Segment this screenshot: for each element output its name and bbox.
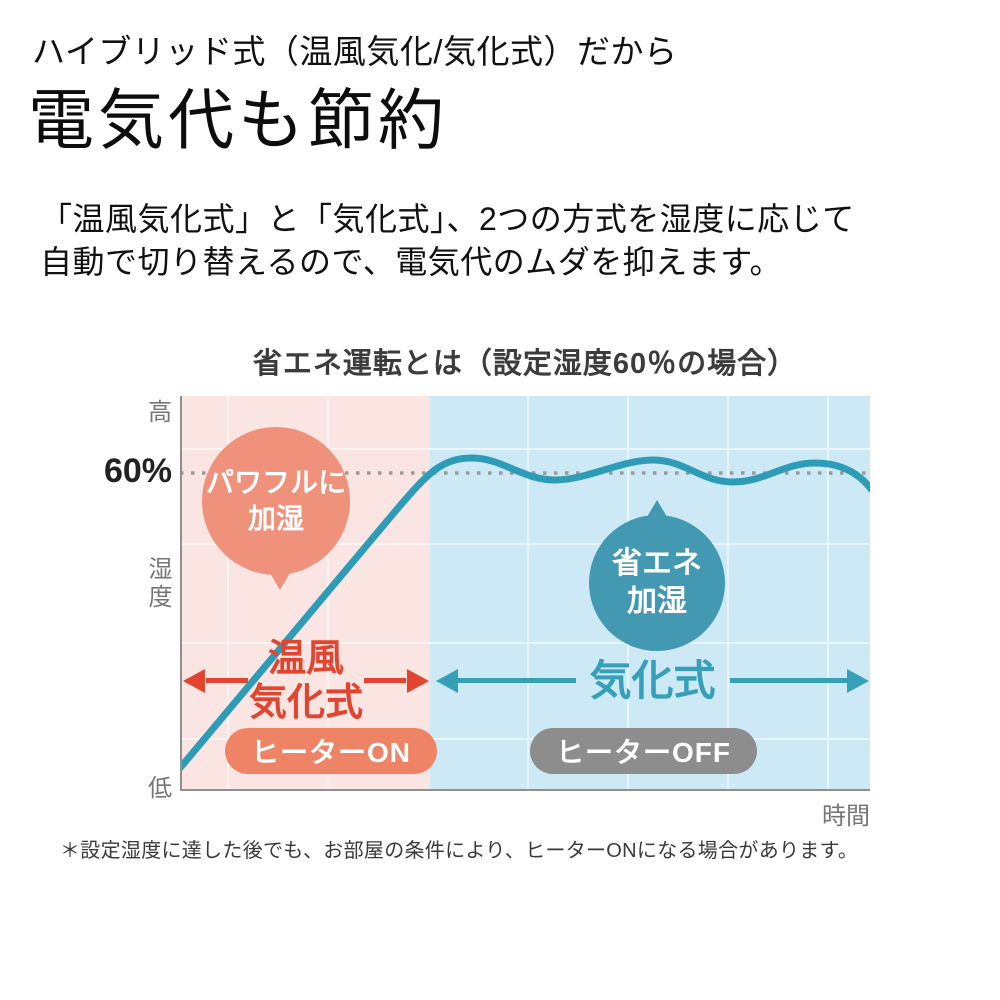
y-axis-name: 湿度 bbox=[144, 555, 171, 612]
heater-off-badge: ヒーターOFF bbox=[530, 727, 757, 774]
arrow-shaft bbox=[363, 678, 406, 684]
lede: 「温風気化式」と「気化式」、2つの方式を湿度に応じて 自動で切り替えるので、電気… bbox=[40, 198, 1000, 284]
eco-zone-name: 気化式 bbox=[589, 656, 716, 704]
hot-zone-name-line: 温風 bbox=[267, 637, 344, 680]
plot-area: パワフルに 加湿 省エネ 加湿 温風 気化式 bbox=[180, 395, 870, 791]
tagline: ハイブリッド式（温風気化/気化式）だから bbox=[32, 33, 678, 70]
hot-zone-name-line: 気化式 bbox=[248, 681, 363, 724]
y-axis-setpoint-label: 60% bbox=[103, 451, 172, 490]
lede-line-2: 自動で切り替えるので、電気代のムダを抑えます。 bbox=[40, 243, 783, 280]
right-arrowhead-icon bbox=[406, 668, 429, 693]
chart-frame: 高 60% 湿度 低 bbox=[0, 395, 880, 830]
powerful-humidify-bubble: パワフルに 加湿 bbox=[202, 426, 350, 590]
x-axis-label: 時間 bbox=[822, 802, 870, 830]
y-axis-label-high: 高 bbox=[148, 398, 172, 426]
right-arrowhead-icon bbox=[847, 668, 870, 693]
left-arrowhead-icon bbox=[436, 668, 458, 693]
humidity-curve bbox=[180, 454, 870, 772]
page-title: 電気代も節約 bbox=[28, 83, 448, 157]
bubble-text-line: 加湿 bbox=[247, 502, 304, 534]
arrow-shaft bbox=[205, 678, 248, 684]
arrow-shaft bbox=[458, 678, 576, 684]
bubble-pointer-up-icon bbox=[644, 499, 670, 522]
lede-line-1: 「温風気化式」と「気化式」、2つの方式を湿度に応じて bbox=[40, 200, 855, 237]
eco-humidify-bubble: 省エネ 加湿 bbox=[589, 499, 725, 651]
left-arrowhead-icon bbox=[183, 668, 205, 693]
bubble-text-line: パワフルに bbox=[205, 466, 346, 498]
heater-on-badge: ヒーターON bbox=[225, 727, 438, 774]
bubble-pointer-down-icon bbox=[267, 567, 293, 590]
hot-zone-name: 温風 気化式 bbox=[249, 637, 363, 725]
arrow-shaft bbox=[729, 678, 848, 684]
energy-saving-chart: 省エネ運転とは（設定湿度60％の場合） 高 60% 湿度 低 bbox=[0, 340, 1000, 863]
bubble-text-line: 省エネ bbox=[612, 546, 702, 580]
bubble-text-line: 加湿 bbox=[627, 584, 687, 618]
hot-zone-label: 温風 気化式 bbox=[183, 637, 429, 725]
footnote: ＊設定湿度に達した後でも、お部屋の条件により、ヒーターONになる場合があります。 bbox=[60, 839, 859, 862]
chart-title: 省エネ運転とは（設定湿度60％の場合） bbox=[252, 347, 798, 380]
y-axis-label-low: 低 bbox=[148, 774, 172, 802]
eco-zone-label: 気化式 bbox=[436, 637, 870, 725]
